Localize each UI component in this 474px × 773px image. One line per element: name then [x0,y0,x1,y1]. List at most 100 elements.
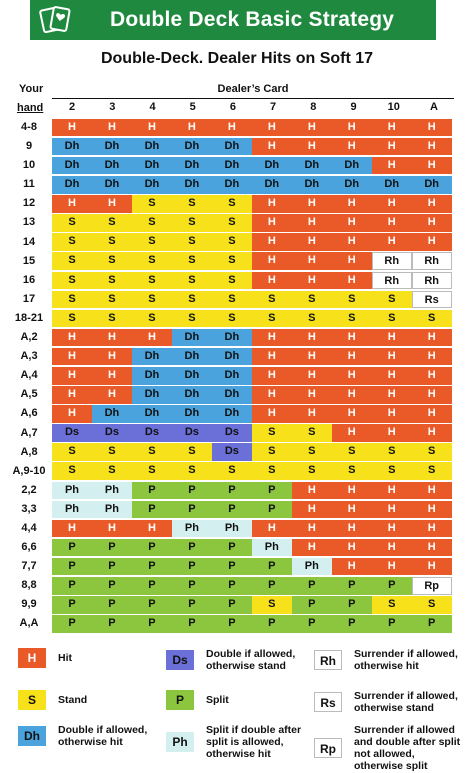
table-cell: S [292,424,332,442]
table-row: A,4 H H Dh Dh Dh H H H H H [6,366,452,385]
table-cell: S [172,462,212,480]
table-cell: Dh [52,156,92,175]
table-row: 17 S S S S S S S S S Rs [6,290,452,309]
hand-label: A,5 [20,388,38,401]
dealer-card-header-A: A [429,101,438,113]
table-cell: Dh [172,386,212,404]
table-cell: H [92,519,132,538]
table-cell: H [331,328,372,347]
table-cell: S [331,462,372,480]
table-cell: H [331,271,372,290]
table-cell: Dh [212,347,252,366]
table-cell: S [92,214,132,232]
table-cell: H [292,118,332,137]
table-cell: H [292,386,332,404]
dealer-card-header-10: 10 [387,101,400,113]
table-cell: H [92,328,132,347]
table-cell: Dh [371,176,412,194]
table-cell: P [52,577,92,595]
table-cell: Rp [411,577,452,595]
table-cell: P [252,500,292,519]
table-cell: S [132,290,172,309]
hand-label: A,4 [20,369,38,382]
table-cell: H [52,386,92,404]
table-cell: S [52,214,92,232]
table-row: 4,4 H H H Ph Ph H H H H H [6,519,452,538]
table-cell: Ph [92,481,132,500]
table-cell: Dh [212,367,252,385]
table-cell: P [132,615,172,633]
table-cell: S [252,462,292,480]
table-cell: S [92,233,132,251]
table-cell: P [212,615,252,633]
legend-item-dh: Dh Double if allowed, otherwise hit [18,724,148,748]
table-cell: H [292,405,332,423]
table-cell: H [411,481,452,500]
table-cell: H [292,252,332,270]
table-cell: S [172,214,212,232]
table-cell: S [92,443,132,461]
table-cell: P [252,577,292,595]
table-cell: Dh [172,347,212,366]
table-cell: Dh [212,328,252,347]
table-cell: Dh [132,367,172,385]
table-cell: S [371,290,412,309]
table-cell: S [92,271,132,290]
table-cell: Dh [292,156,332,175]
table-cell: P [92,538,132,557]
table-cell: H [371,481,412,500]
table-cell: Ph [92,500,132,519]
table-cell: S [52,290,92,309]
table-cell: H [52,519,92,538]
table-row: 10 Dh Dh Dh Dh Dh Dh Dh Dh H H [6,156,452,175]
legend-item-ds: Ds Double if allowed, otherwise stand [166,648,306,672]
legend-swatch: H [18,648,46,668]
table-cell: Dh [212,405,252,423]
table-cell: S [132,443,172,461]
dealer-card-header-6: 6 [229,101,236,113]
table-cell: Dh [172,176,212,194]
table-cell: H [411,233,452,251]
table-row: 9 Dh Dh Dh Dh Dh H H H H H [6,137,452,156]
table-cell: Dh [132,405,172,423]
hand-label: A,A [19,617,39,630]
table-cell: S [411,443,452,461]
legend-swatch: Ph [166,732,194,752]
table-row: 12 H H S S S H H H H H [6,194,452,213]
dealer-card-columns: 2 3 4 5 6 7 8 9 10 A [52,101,454,117]
table-cell: S [172,195,212,213]
table-cell: H [411,214,452,232]
table-cell: Ph [292,557,332,576]
table-cell: H [292,233,332,251]
legend-label: Double if allowed, otherwise hit [58,724,148,748]
table-cell: S [212,214,252,232]
table-cell: P [92,577,132,595]
hand-label: A,2 [20,331,38,344]
table-cell: Rh [411,252,452,270]
table-cell: Ds [92,424,132,442]
table-cell: P [292,577,332,595]
table-cell: S [132,309,172,328]
table-cell: S [92,462,132,480]
table-cell: H [212,118,252,137]
table-cell: P [52,615,92,633]
table-row: 2,2 Ph Ph P P P P H H H H [6,481,452,500]
table-cell: H [52,367,92,385]
table-cell: P [411,615,452,633]
table-cell: H [92,195,132,213]
table-cell: H [371,386,412,404]
table-row: 3,3 Ph Ph P P P P H H H H [6,500,452,519]
table-cell: Dh [172,156,212,175]
table-row: A,2 H H H Dh Dh H H H H H [6,328,452,347]
table-cell: Rh [371,271,412,290]
table-cell: H [411,500,452,519]
table-cell: H [292,214,332,232]
table-cell: H [371,557,412,576]
table-cell: P [52,538,92,557]
table-cell: P [92,615,132,633]
legend-swatch: Dh [18,726,46,746]
table-cell: S [52,443,92,461]
table-cell: H [92,118,132,137]
table-row: 16 S S S S S H H H Rh Rh [6,271,452,290]
table-cell: S [132,271,172,290]
